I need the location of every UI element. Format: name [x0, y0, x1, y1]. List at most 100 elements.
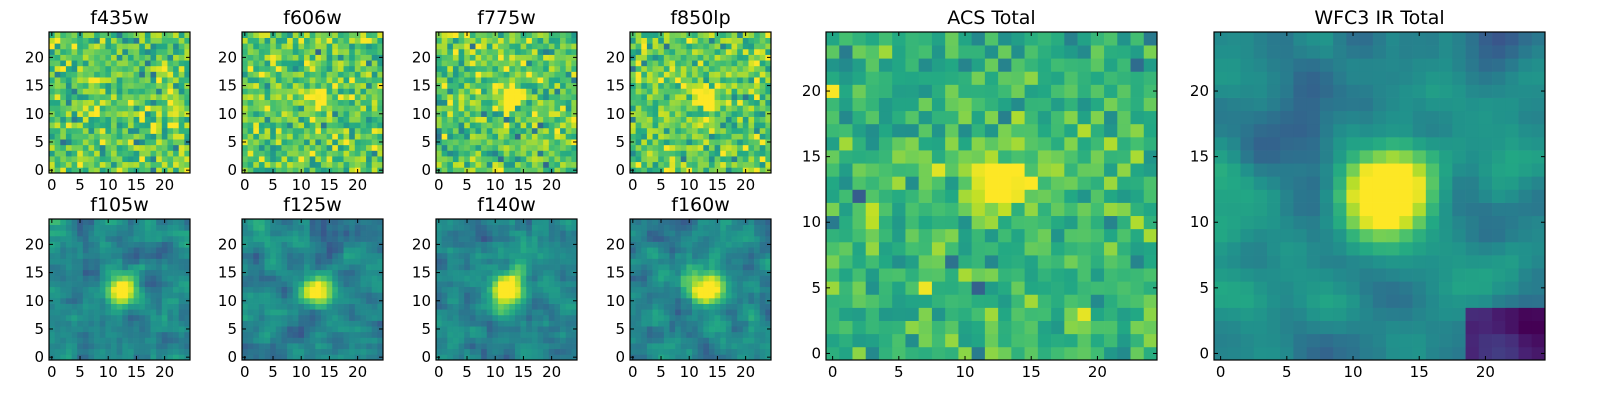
heatmap-cell: [748, 32, 755, 38]
heatmap-cell: [309, 235, 316, 242]
heatmap-cell: [315, 161, 322, 168]
heatmap-cell: [264, 161, 271, 168]
heatmap-cell: [354, 264, 361, 271]
heatmap-cell: [554, 133, 561, 140]
heatmap-cell: [486, 161, 493, 168]
heatmap-cell: [144, 314, 151, 321]
heatmap-cell: [514, 37, 521, 44]
heatmap-cell: [748, 77, 755, 84]
heatmap-cell: [82, 241, 89, 248]
heatmap-cell: [377, 320, 384, 327]
heatmap-cell: [692, 99, 699, 106]
heatmap-cell: [725, 105, 732, 112]
heatmap-cell: [708, 65, 715, 72]
heatmap-cell: [731, 167, 738, 174]
heatmap-cell: [122, 127, 129, 134]
heatmap-cell: [531, 264, 538, 271]
heatmap-cell: [464, 269, 471, 276]
heatmap-cell: [509, 292, 516, 299]
heatmap-cell: [71, 127, 78, 134]
heatmap-cell: [475, 337, 482, 344]
heatmap-cell: [447, 122, 454, 129]
heatmap-cell: [486, 292, 493, 299]
heatmap-cell: [703, 331, 710, 338]
heatmap-cell: [754, 43, 761, 50]
heatmap-cell: [447, 99, 454, 106]
heatmap-cell: [326, 230, 333, 237]
heatmap-cell: [765, 32, 772, 38]
heatmap-cell: [275, 241, 282, 248]
heatmap-cell: [71, 110, 78, 117]
heatmap-cell: [127, 105, 134, 112]
heatmap-cell: [669, 54, 676, 61]
heatmap-cell: [436, 292, 442, 299]
heatmap-cell: [452, 235, 459, 242]
heatmap-cell: [349, 32, 356, 38]
heatmap-cell: [127, 37, 134, 44]
heatmap-cell: [731, 275, 738, 282]
heatmap-cell: [441, 235, 448, 242]
heatmap-cell: [144, 77, 151, 84]
x-tick-label: 5: [268, 363, 278, 381]
heatmap-cell: [630, 127, 636, 134]
heatmap-cell: [663, 309, 670, 316]
heatmap-cell: [680, 161, 687, 168]
heatmap-cell: [531, 110, 538, 117]
heatmap-cell: [161, 156, 168, 163]
heatmap-cell: [178, 286, 185, 293]
heatmap-cell: [641, 144, 648, 151]
heatmap-cell: [354, 286, 361, 293]
heatmap-cell: [366, 150, 373, 157]
heatmap-cell: [150, 269, 157, 276]
heatmap-cell: [543, 48, 550, 55]
heatmap-cell: [354, 156, 361, 163]
heatmap-cell: [144, 326, 151, 333]
heatmap-cell: [377, 264, 384, 271]
heatmap-cell: [537, 331, 544, 338]
heatmap-cell: [247, 247, 254, 254]
heatmap-cell: [326, 127, 333, 134]
heatmap-cell: [514, 60, 521, 67]
heatmap-cell: [354, 258, 361, 265]
heatmap-cell: [714, 337, 721, 344]
heatmap-cell: [720, 314, 727, 321]
heatmap-cell: [486, 286, 493, 293]
heatmap-cell: [94, 127, 101, 134]
heatmap-cell: [630, 343, 636, 350]
heatmap-cell: [725, 161, 732, 168]
heatmap-cell: [503, 48, 510, 55]
heatmap-cell: [571, 224, 578, 231]
heatmap-cell: [737, 32, 744, 38]
heatmap-cell: [475, 258, 482, 265]
heatmap-cell: [326, 275, 333, 282]
heatmap-cell: [754, 127, 761, 134]
heatmap-cell: [287, 219, 294, 225]
heatmap-cell: [122, 264, 129, 271]
heatmap-cell: [270, 54, 277, 61]
heatmap-cell: [560, 247, 567, 254]
heatmap-cell: [77, 292, 84, 299]
heatmap-cell: [258, 297, 265, 304]
heatmap-cell: [270, 230, 277, 237]
heatmap-cell: [714, 37, 721, 44]
heatmap-cell: [122, 247, 129, 254]
heatmap-cell: [337, 252, 344, 259]
heatmap-cell: [167, 150, 174, 157]
heatmap-cell: [475, 144, 482, 151]
heatmap-cell: [54, 224, 61, 231]
heatmap-cell: [565, 133, 572, 140]
heatmap-cell: [127, 230, 134, 237]
heatmap-cell: [503, 326, 510, 333]
y-tick-label: 5: [615, 133, 625, 151]
heatmap-cell: [88, 77, 95, 84]
heatmap-cell: [116, 275, 123, 282]
heatmap-cell: [71, 71, 78, 78]
heatmap-cell: [315, 314, 322, 321]
heatmap-cell: [714, 275, 721, 282]
heatmap-cell: [742, 122, 749, 129]
heatmap-cell: [531, 105, 538, 112]
heatmap-cell: [725, 116, 732, 123]
heatmap-cell: [548, 275, 555, 282]
